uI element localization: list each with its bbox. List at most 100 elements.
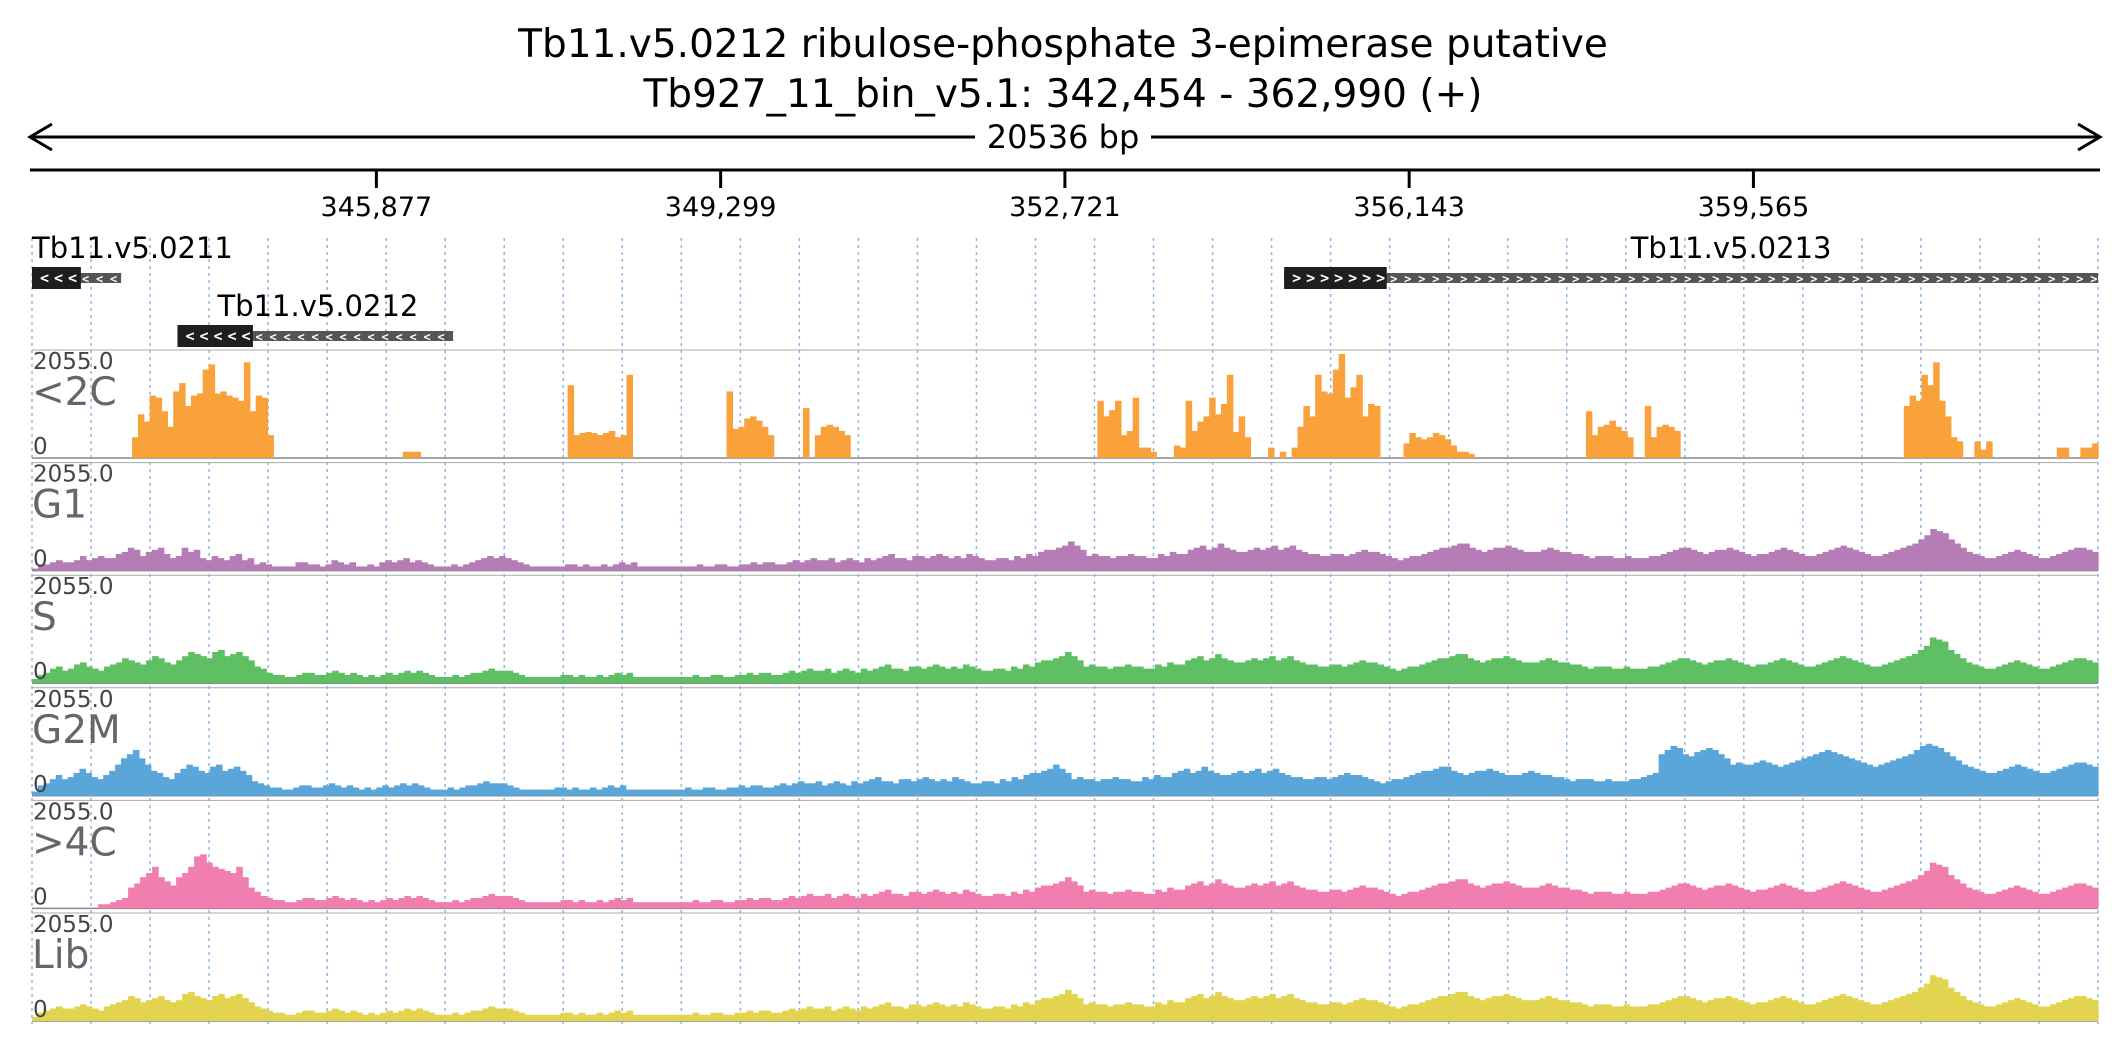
coverage-bar: [667, 789, 674, 796]
coverage-bar: [770, 900, 778, 909]
coverage-bar: [1881, 889, 1889, 909]
coverage-bar: [1869, 1004, 1877, 1021]
coverage-bar: [1706, 747, 1713, 796]
coverage-bar: [824, 893, 832, 909]
coverage-bar: [1600, 556, 1608, 571]
coverage-bar: [500, 1008, 508, 1021]
coverage-bar: [734, 900, 742, 909]
coverage-bar: [121, 551, 129, 571]
strand-arrow-icon: >: [1530, 272, 1537, 286]
coverage-bar: [134, 998, 141, 1021]
coverage-bar: [216, 764, 223, 796]
coverage-bar: [476, 672, 484, 684]
coverage-bar: [1207, 770, 1215, 796]
coverage-bar: [368, 674, 375, 684]
coverage-bar: [1785, 660, 1793, 684]
coverage-bar: [854, 672, 862, 684]
coverage-bar: [2043, 893, 2051, 909]
coverage-bar: [720, 564, 728, 571]
coverage-bar: [602, 676, 610, 684]
coverage-bar: [374, 902, 381, 909]
coverage-bar: [1431, 660, 1438, 684]
coverage-bar: [624, 564, 632, 571]
coverage-bar: [880, 781, 888, 796]
coverage-bar: [1779, 996, 1787, 1021]
coverage-bar: [1565, 551, 1572, 571]
coverage-bar: [242, 998, 249, 1021]
gene-Tb11.v5.0213[interactable]: > > > > > > > > > > > > > > > > > > > > > > > > > > > > > > > > > > > > > > > >…: [1284, 231, 2098, 289]
coverage-bar: [750, 416, 757, 458]
coverage-bar: [1462, 451, 1469, 458]
coverage-bar: [278, 900, 285, 909]
coverage-bar: [56, 1006, 63, 1021]
gene-Tb11.v5.0211[interactable]: < < < < < <Tb11.v5.0211: [31, 231, 233, 289]
coverage-bar: [822, 560, 830, 571]
coverage-bar: [762, 787, 769, 796]
coverage-bar: [1989, 1006, 1997, 1021]
coverage-bar: [1581, 666, 1589, 684]
coverage-bar: [2073, 996, 2081, 1021]
coverage-bar: [1803, 891, 1811, 909]
coverage-bar: [296, 1012, 303, 1021]
coverage-bar: [1368, 403, 1375, 458]
coverage-bar: [1299, 662, 1306, 684]
coverage-bar: [254, 1006, 261, 1021]
coverage-bar: [1115, 556, 1123, 571]
coverage-bar: [1431, 998, 1438, 1021]
coverage-bar: [1426, 437, 1434, 458]
coverage-bar: [536, 902, 544, 909]
coverage-bar: [1851, 885, 1859, 909]
coverage-bar: [344, 900, 351, 909]
coverage-bar: [1836, 754, 1844, 796]
coverage-bar: [920, 1006, 928, 1021]
coverage-bar: [1179, 664, 1186, 684]
coverage-bar: [1591, 435, 1599, 458]
coverage-bar: [263, 785, 271, 796]
coverage-bar: [1213, 772, 1220, 796]
coverage-bar: [1113, 891, 1120, 909]
coverage-bar: [668, 1014, 676, 1021]
coverage-bar: [602, 433, 610, 458]
strand-arrow-icon: <: [255, 330, 262, 344]
coverage-bar: [1939, 400, 1946, 458]
coverage-bar: [626, 898, 634, 909]
coverage-bar: [275, 787, 282, 796]
strand-arrow-icon: >: [1614, 272, 1621, 286]
coverage-bar: [1599, 1004, 1607, 1021]
track-name: G2M: [32, 708, 121, 753]
coverage-bar: [1203, 416, 1210, 458]
coverage-bar: [133, 549, 141, 571]
coverage-bar: [346, 785, 354, 796]
coverage-bar: [1155, 664, 1162, 684]
coverage-bar: [194, 654, 201, 684]
coverage-bar: [1888, 551, 1895, 571]
coverage-bar: [44, 1010, 51, 1021]
coverage-bar: [1329, 664, 1336, 684]
coverage-bar: [612, 564, 620, 571]
coverage-bar: [1749, 891, 1757, 909]
coverage-bar: [1677, 996, 1685, 1021]
coverage-bar: [776, 1012, 784, 1021]
coverage-bar: [1468, 772, 1476, 796]
coverage-bar: [91, 558, 99, 571]
coverage-bar: [1359, 998, 1366, 1021]
coverage-bar: [1529, 551, 1536, 571]
coverage-bar: [954, 556, 961, 571]
coverage-bar: [254, 891, 261, 909]
coverage-bar: [269, 787, 277, 796]
coverage-bar: [2074, 547, 2081, 571]
coverage-bar: [530, 789, 538, 796]
coverage-bar: [890, 1006, 898, 1021]
strand-arrow-icon: <: [353, 330, 360, 344]
coverage-bar: [1209, 996, 1216, 1021]
coverage-bar: [406, 785, 413, 796]
coverage-bar: [1151, 558, 1159, 571]
coverage-bar: [355, 566, 362, 571]
track-scale-max: 2055.0: [33, 912, 113, 938]
coverage-bar: [1753, 762, 1761, 796]
coverage-bar: [1455, 991, 1462, 1021]
coverage-bar: [573, 435, 581, 458]
coverage-bar: [1990, 558, 1997, 571]
coverage-bar: [1677, 658, 1685, 684]
gene-Tb11.v5.0212[interactable]: < < < < < < < < < < < < < < < < < < <Tb11.v5.0212: [177, 289, 454, 347]
